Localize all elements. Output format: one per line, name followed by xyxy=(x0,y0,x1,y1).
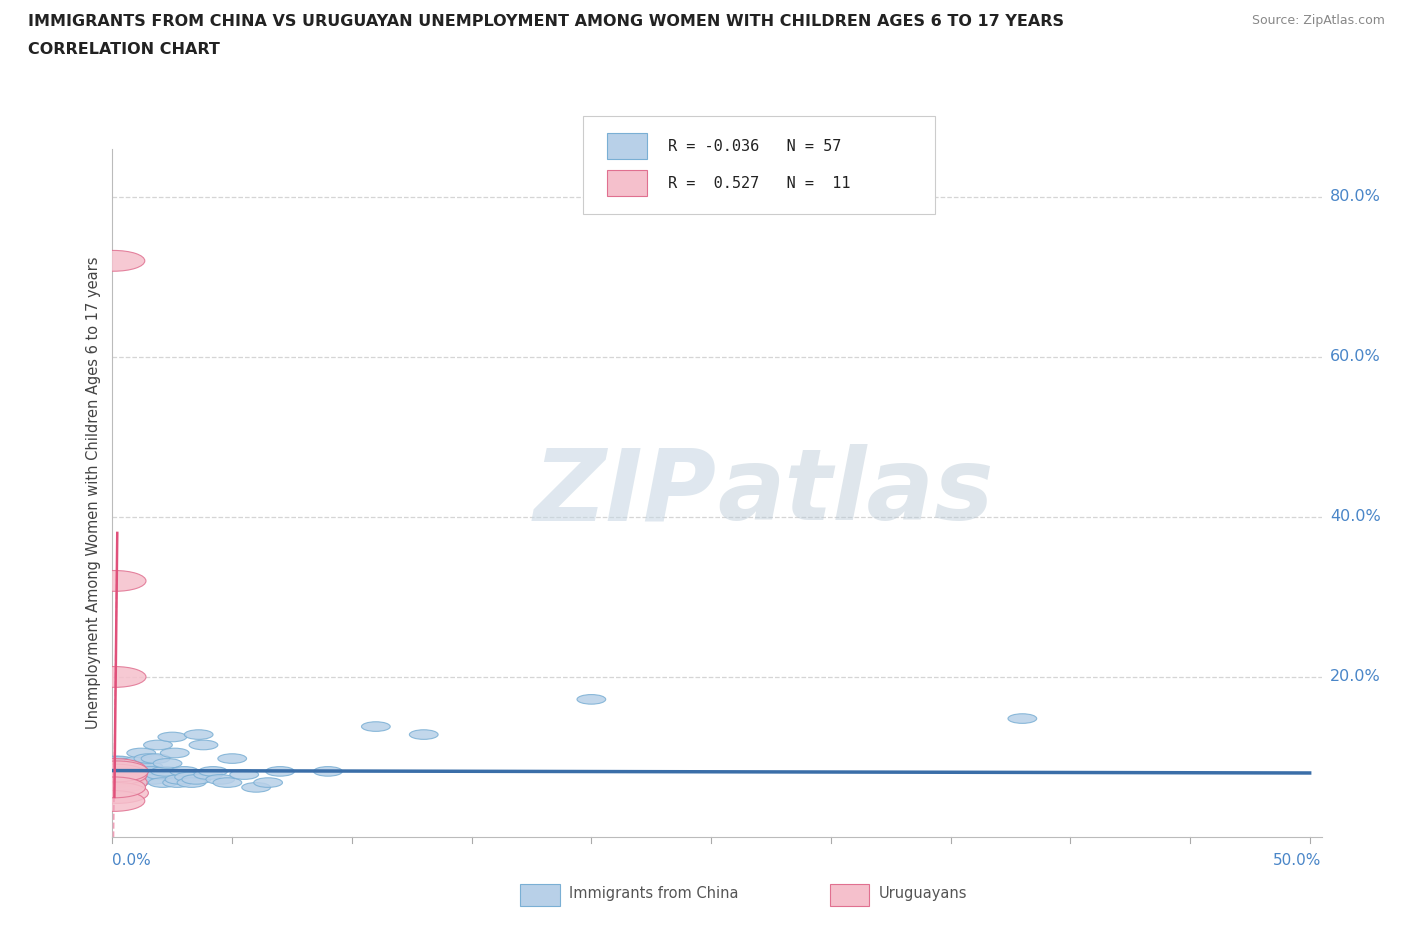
Circle shape xyxy=(117,775,146,784)
Circle shape xyxy=(266,766,294,777)
Circle shape xyxy=(146,770,174,779)
Circle shape xyxy=(149,777,177,788)
Circle shape xyxy=(84,772,148,793)
Text: Uruguayans: Uruguayans xyxy=(879,886,967,901)
Text: IMMIGRANTS FROM CHINA VS URUGUAYAN UNEMPLOYMENT AMONG WOMEN WITH CHILDREN AGES 6: IMMIGRANTS FROM CHINA VS URUGUAYAN UNEMP… xyxy=(28,14,1064,29)
Text: ZIP: ZIP xyxy=(534,445,717,541)
Circle shape xyxy=(122,772,150,782)
Circle shape xyxy=(229,770,259,779)
Circle shape xyxy=(103,772,132,782)
Circle shape xyxy=(134,762,163,771)
Y-axis label: Unemployment Among Women with Children Ages 6 to 17 years: Unemployment Among Women with Children A… xyxy=(86,257,101,729)
Circle shape xyxy=(117,765,146,776)
Text: Source: ZipAtlas.com: Source: ZipAtlas.com xyxy=(1251,14,1385,27)
Circle shape xyxy=(108,768,136,777)
Circle shape xyxy=(103,764,132,774)
Circle shape xyxy=(83,790,145,811)
Circle shape xyxy=(314,766,342,777)
Circle shape xyxy=(134,754,163,764)
Circle shape xyxy=(100,756,129,765)
Circle shape xyxy=(576,695,606,704)
Circle shape xyxy=(143,740,173,750)
Circle shape xyxy=(188,740,218,750)
Circle shape xyxy=(83,250,145,272)
Text: R =  0.527   N =  11: R = 0.527 N = 11 xyxy=(668,176,851,191)
Circle shape xyxy=(184,730,214,739)
Circle shape xyxy=(86,761,149,782)
Circle shape xyxy=(157,732,187,742)
Text: CORRELATION CHART: CORRELATION CHART xyxy=(28,42,219,57)
Circle shape xyxy=(125,756,153,765)
Circle shape xyxy=(129,764,157,774)
Circle shape xyxy=(139,775,167,784)
Text: R = -0.036   N = 57: R = -0.036 N = 57 xyxy=(668,139,841,153)
Circle shape xyxy=(84,667,146,687)
Circle shape xyxy=(120,777,149,788)
Circle shape xyxy=(141,754,170,764)
Circle shape xyxy=(181,775,211,784)
Circle shape xyxy=(150,766,180,777)
Circle shape xyxy=(214,777,242,788)
Circle shape xyxy=(160,748,188,758)
Circle shape xyxy=(136,766,165,777)
Circle shape xyxy=(84,766,146,788)
Circle shape xyxy=(84,764,148,785)
Text: 20.0%: 20.0% xyxy=(1330,670,1381,684)
Circle shape xyxy=(361,722,391,731)
Circle shape xyxy=(122,760,150,770)
Circle shape xyxy=(100,764,129,774)
Circle shape xyxy=(84,570,146,591)
Text: atlas: atlas xyxy=(717,445,994,541)
Circle shape xyxy=(105,756,134,765)
Circle shape xyxy=(86,782,149,804)
Circle shape xyxy=(242,782,270,792)
Circle shape xyxy=(194,770,222,779)
Circle shape xyxy=(163,777,191,788)
Circle shape xyxy=(127,748,156,758)
Circle shape xyxy=(110,762,139,771)
Circle shape xyxy=(205,775,235,784)
Text: 40.0%: 40.0% xyxy=(1330,510,1381,525)
Text: 50.0%: 50.0% xyxy=(1274,853,1322,868)
Circle shape xyxy=(218,754,246,764)
Circle shape xyxy=(84,759,146,779)
Circle shape xyxy=(170,766,198,777)
Circle shape xyxy=(105,768,134,777)
Circle shape xyxy=(132,770,160,779)
Circle shape xyxy=(115,780,143,790)
Circle shape xyxy=(177,777,205,788)
Circle shape xyxy=(1008,713,1036,724)
Circle shape xyxy=(253,777,283,788)
Circle shape xyxy=(115,770,143,779)
Circle shape xyxy=(112,766,141,777)
Circle shape xyxy=(198,766,228,777)
Circle shape xyxy=(112,759,141,768)
Circle shape xyxy=(83,777,146,798)
Circle shape xyxy=(165,775,194,784)
Circle shape xyxy=(110,772,139,782)
Circle shape xyxy=(108,777,136,786)
Circle shape xyxy=(153,759,181,768)
Text: 0.0%: 0.0% xyxy=(112,853,152,868)
Circle shape xyxy=(174,772,204,782)
Circle shape xyxy=(409,730,439,739)
Text: 60.0%: 60.0% xyxy=(1330,350,1381,365)
Text: Immigrants from China: Immigrants from China xyxy=(569,886,740,901)
Text: 80.0%: 80.0% xyxy=(1330,190,1381,205)
